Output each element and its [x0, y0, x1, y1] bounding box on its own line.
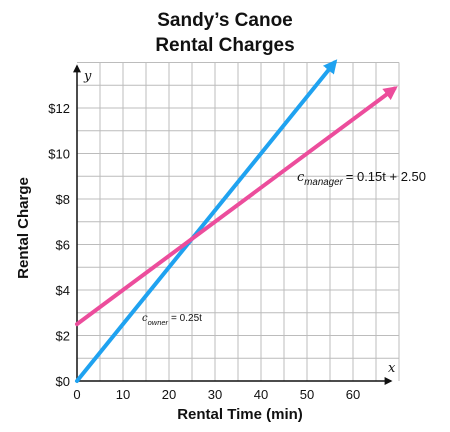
x-axis-label: Rental Time (min) — [177, 406, 303, 423]
x-axis-variable: x — [388, 361, 396, 376]
x-tick-label: 20 — [162, 387, 176, 402]
x-tick-labels: 0 10 20 30 40 50 60 — [73, 387, 360, 402]
y-axis-label: Rental Charge — [15, 177, 32, 279]
y-tick-label: $10 — [48, 147, 70, 162]
y-axis-variable: y — [83, 69, 92, 84]
axes — [73, 64, 393, 385]
x-tick-label: 50 — [300, 387, 314, 402]
y-tick-label: $12 — [48, 101, 70, 116]
x-tick-label: 30 — [208, 387, 222, 402]
y-tick-label: $6 — [56, 238, 70, 253]
chart-title: Sandy’s Canoe Rental Charges — [155, 10, 294, 56]
chart-title-line-2: Rental Charges — [155, 35, 294, 56]
owner-equation-label: cowner = 0.25t — [142, 313, 202, 327]
grid — [77, 62, 400, 381]
y-tick-label: $8 — [56, 192, 70, 207]
series-line-owner — [75, 59, 338, 383]
y-tick-label: $2 — [56, 329, 70, 344]
x-tick-label: 40 — [254, 387, 268, 402]
y-tick-label: $0 — [56, 374, 70, 389]
chart-title-line-1: Sandy’s Canoe — [157, 10, 293, 31]
y-tick-label: $4 — [56, 283, 70, 298]
x-tick-label: 10 — [116, 387, 130, 402]
y-tick-labels: $0 $2 $4 $6 $8 $10 $12 — [48, 101, 70, 389]
series-lines — [75, 59, 398, 383]
manager-equation-label: cmanager = 0.15t + 2.50 — [297, 169, 426, 188]
series-line-manager — [75, 86, 398, 327]
x-tick-label: 60 — [346, 387, 360, 402]
x-tick-label: 0 — [73, 387, 80, 402]
